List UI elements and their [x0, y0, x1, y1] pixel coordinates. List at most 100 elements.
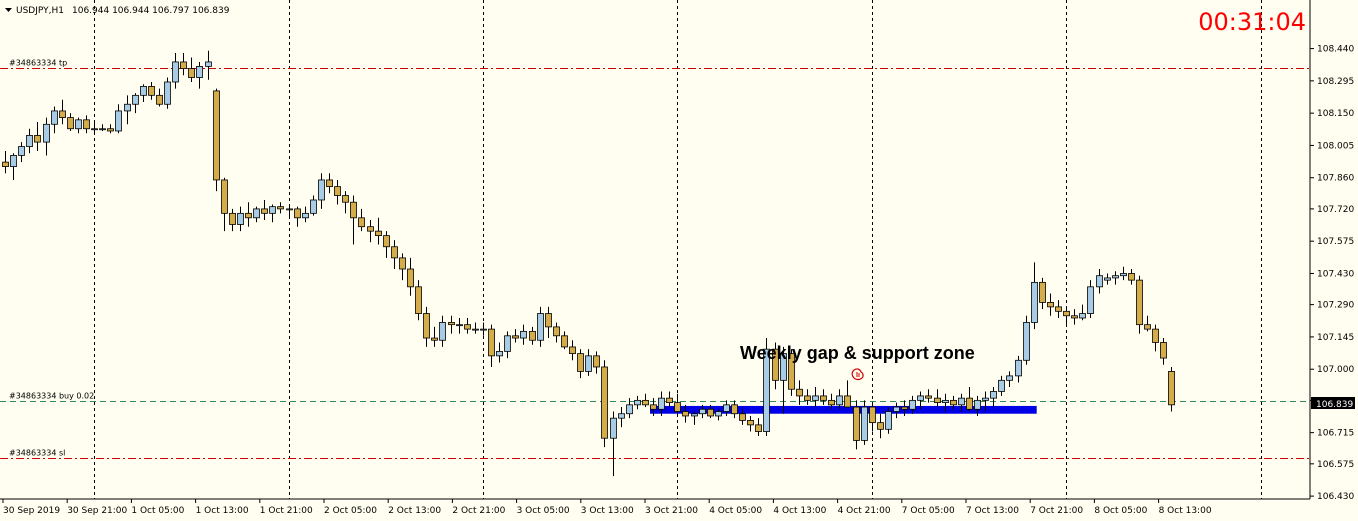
ohlc-readout: 106.944 106.944 106.797 106.839: [72, 6, 230, 16]
candle-body: [934, 397, 941, 403]
candle-body: [302, 212, 309, 219]
candle: [448, 315, 455, 334]
candle-body: [520, 330, 527, 339]
candle-body: [925, 395, 932, 399]
candle: [545, 306, 552, 339]
candle: [618, 407, 625, 428]
candle: [383, 231, 390, 258]
candle-body: [350, 201, 357, 219]
candle: [1039, 277, 1046, 310]
price-tick-label: 106.575: [1317, 460, 1354, 470]
candle-body: [488, 328, 495, 357]
candle: [164, 77, 171, 109]
candle-body: [909, 399, 916, 410]
candle: [488, 324, 495, 367]
candle: [407, 257, 414, 296]
candle: [666, 391, 673, 408]
candle-body: [707, 408, 714, 417]
chevron-down-icon[interactable]: [5, 8, 12, 12]
candle: [893, 402, 900, 419]
candle: [221, 177, 228, 232]
candle: [1015, 355, 1022, 383]
candle: [26, 128, 33, 154]
candle: [917, 391, 924, 410]
candle: [439, 315, 446, 347]
candle-body: [261, 208, 268, 214]
candle: [723, 400, 730, 416]
candle: [634, 395, 641, 410]
candle-body: [974, 399, 981, 410]
time-tick-label: 8 Oct 05:00: [1094, 506, 1147, 516]
candle: [302, 206, 309, 223]
candle-body: [1104, 277, 1111, 281]
candle-body: [124, 103, 131, 112]
candle-timer: 00:31:04: [1198, 8, 1306, 36]
candle-body: [277, 206, 284, 210]
time-tick-label: 3 Oct 13:00: [581, 506, 634, 516]
candle: [780, 346, 787, 414]
candle-body: [1047, 302, 1054, 308]
price-tick-label: 107.720: [1317, 205, 1354, 215]
candle: [480, 322, 487, 336]
candle-body: [877, 422, 884, 430]
candle-body: [869, 406, 876, 424]
candle-body: [310, 199, 317, 214]
candle: [205, 50, 212, 80]
price-tick-label: 108.150: [1317, 109, 1354, 119]
candle-body: [1006, 375, 1013, 381]
candle: [925, 389, 932, 403]
candle-body: [51, 110, 58, 125]
candle-body: [1023, 322, 1030, 361]
support-zone-rect[interactable]: [650, 405, 1037, 414]
time-tick-label: 3 Oct 05:00: [517, 506, 570, 516]
candle-body: [893, 406, 900, 412]
candle-body: [188, 68, 195, 78]
candle: [431, 326, 438, 347]
candle: [310, 195, 317, 216]
candle: [464, 317, 471, 334]
candle: [1055, 300, 1062, 318]
candle-body: [326, 179, 333, 188]
candle: [496, 342, 503, 363]
candle-body: [407, 268, 414, 288]
candle: [512, 329, 519, 343]
candle: [1047, 293, 1054, 316]
candle: [674, 393, 681, 414]
candle: [520, 324, 527, 345]
time-tick-label: 30 Sep 21:00: [67, 506, 127, 516]
candle-body: [942, 399, 949, 404]
candle-body: [1096, 275, 1103, 288]
candle-body: [367, 226, 374, 232]
candle-body: [998, 379, 1005, 392]
time-tick-label: 2 Oct 05:00: [324, 506, 377, 516]
candle: [610, 411, 617, 477]
chart-header: USDJPY,H1 106.944 106.944 106.797 106.83…: [5, 6, 230, 16]
candle: [261, 199, 268, 221]
candle: [885, 407, 892, 434]
candle: [237, 206, 244, 232]
candle: [229, 208, 236, 232]
candle-body: [26, 135, 33, 147]
candle: [828, 393, 835, 410]
candle: [456, 317, 463, 334]
candle-body: [1063, 310, 1070, 317]
candle-body: [772, 348, 779, 381]
candle-body: [286, 208, 293, 211]
candle-body: [561, 335, 568, 348]
candle-body: [512, 335, 519, 339]
candle: [358, 208, 365, 232]
candle-body: [318, 179, 325, 201]
time-tick-label: 1 Oct 05:00: [131, 506, 184, 516]
order-level-label: #34863334 tp: [9, 59, 67, 68]
candle-body: [885, 411, 892, 430]
candle-body: [553, 326, 560, 337]
candle: [124, 95, 131, 125]
current-price-text: 106.839: [1316, 400, 1353, 410]
candle-body: [585, 355, 592, 372]
candle: [1136, 275, 1143, 334]
candle: [1120, 266, 1127, 281]
candle-body: [34, 135, 41, 143]
candle-body: [480, 328, 487, 331]
